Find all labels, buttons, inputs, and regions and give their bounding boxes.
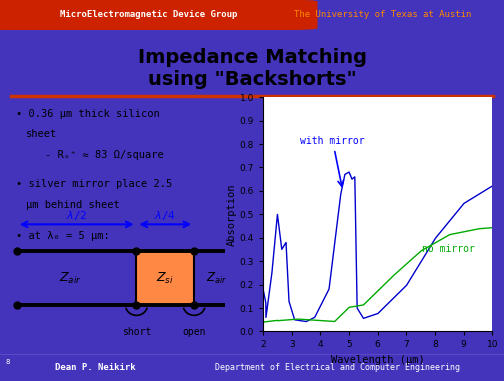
- Text: MicroElectromagnetic Device Group: MicroElectromagnetic Device Group: [60, 10, 237, 19]
- Text: 8: 8: [5, 359, 10, 365]
- Text: $\lambda$/2: $\lambda$/2: [66, 208, 87, 221]
- Text: - Rₛ⁺ ≈ 83 Ω/square: - Rₛ⁺ ≈ 83 Ω/square: [45, 150, 164, 160]
- Text: Impedance Matching: Impedance Matching: [138, 48, 366, 67]
- Text: $\lambda$/4: $\lambda$/4: [154, 208, 176, 221]
- Text: open: open: [182, 327, 206, 337]
- Text: Department of Electrical and Computer Engineering: Department of Electrical and Computer En…: [215, 363, 460, 372]
- Text: The University of Texas at Austin: The University of Texas at Austin: [294, 10, 472, 19]
- X-axis label: Wavelength (μm): Wavelength (μm): [331, 355, 425, 365]
- FancyBboxPatch shape: [0, 0, 318, 30]
- Text: $Z_{air}$: $Z_{air}$: [58, 271, 81, 286]
- Text: • 0.36 μm thick silicon: • 0.36 μm thick silicon: [16, 109, 160, 118]
- Text: $Z_{si}$: $Z_{si}$: [156, 271, 174, 286]
- Text: μm behind sheet: μm behind sheet: [26, 200, 119, 210]
- Text: short: short: [122, 327, 151, 337]
- Text: sheet: sheet: [26, 130, 57, 139]
- Text: $Z_{air}$: $Z_{air}$: [206, 271, 227, 286]
- Text: • silver mirror place 2.5: • silver mirror place 2.5: [16, 179, 172, 189]
- Text: with mirror: with mirror: [300, 136, 365, 186]
- Text: Dean P. Neikirk: Dean P. Neikirk: [55, 363, 136, 372]
- Text: • at λ₀ = 5 μm:: • at λ₀ = 5 μm:: [16, 231, 110, 241]
- Bar: [137, 251, 194, 305]
- Y-axis label: Absorption: Absorption: [227, 183, 237, 246]
- Text: using "Backshorts": using "Backshorts": [148, 70, 356, 89]
- Text: no mirror: no mirror: [422, 244, 475, 254]
